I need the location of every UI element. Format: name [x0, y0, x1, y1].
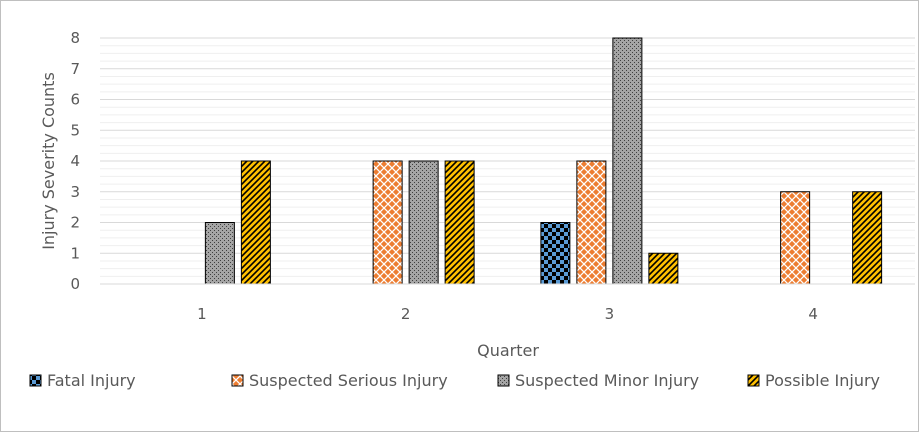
x-axis-title: Quarter — [477, 341, 539, 360]
legend-swatch — [29, 374, 42, 387]
y-tick-label: 1 — [70, 244, 80, 262]
legend-label: Fatal Injury — [47, 371, 136, 390]
y-tick-label: 4 — [70, 152, 80, 170]
y-tick-label: 3 — [70, 183, 80, 201]
bar-suspected-minor-injury-q3 — [612, 37, 643, 285]
y-tick-label: 8 — [70, 29, 80, 47]
gridlines — [100, 37, 915, 277]
legend-swatch — [747, 374, 760, 387]
x-tick-label: 3 — [605, 305, 615, 323]
y-tick-label: 7 — [70, 60, 80, 78]
y-tick-label: 5 — [70, 121, 80, 139]
bar-fatal-injury-q3 — [540, 222, 571, 285]
x-tick-label: 1 — [197, 305, 207, 323]
y-tick-label: 2 — [70, 214, 80, 232]
bar-possible-injury-q3 — [648, 252, 679, 285]
legend-label: Suspected Serious Injury — [249, 371, 448, 390]
legend-label: Suspected Minor Injury — [515, 371, 699, 390]
bar-suspected-serious-injury-q2 — [372, 160, 403, 285]
bar-suspected-minor-injury-q1 — [204, 222, 235, 285]
bar-possible-injury-q4 — [852, 191, 883, 285]
legend: Fatal Injury Suspected Serious Injury Susp… — [29, 371, 880, 390]
bar-suspected-minor-injury-q2 — [408, 160, 439, 285]
y-tick-label: 6 — [70, 91, 80, 109]
bar-possible-injury-q2 — [444, 160, 475, 285]
y-tick-labels: 0 1 2 3 4 5 6 7 8 — [70, 29, 80, 293]
bar-suspected-serious-injury-q3 — [576, 160, 607, 285]
bars — [204, 37, 883, 285]
bar-possible-injury-q1 — [240, 160, 271, 285]
y-tick-label: 0 — [70, 275, 80, 293]
legend-swatch — [497, 374, 510, 387]
bar-suspected-serious-injury-q4 — [780, 191, 811, 285]
x-tick-labels: 1 2 3 4 — [197, 305, 818, 323]
x-tick-label: 4 — [808, 305, 818, 323]
x-tick-label: 2 — [401, 305, 411, 323]
y-axis-title: Injury Severity Counts — [39, 72, 58, 250]
legend-label: Possible Injury — [765, 371, 880, 390]
legend-swatch — [231, 374, 244, 387]
